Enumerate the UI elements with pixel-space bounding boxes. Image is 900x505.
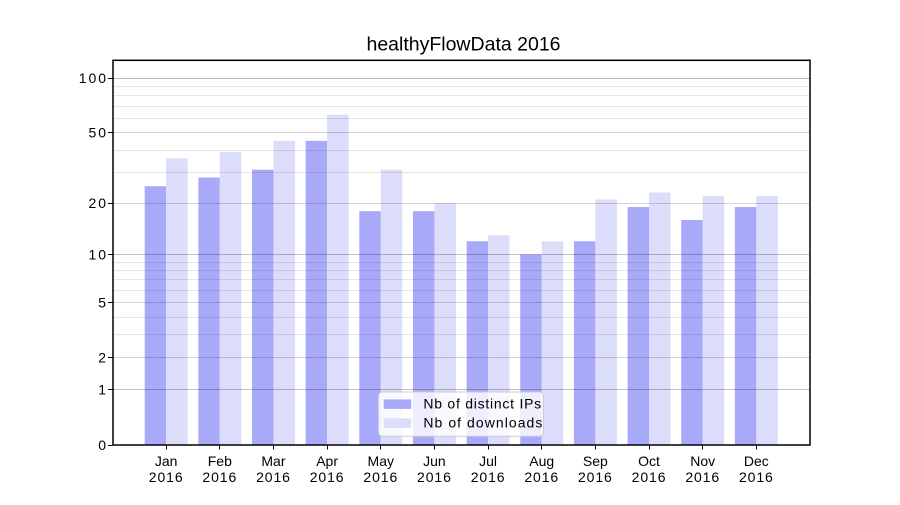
svg-text:healthyFlowData 2016: healthyFlowData 2016 — [366, 34, 560, 56]
svg-text:Nb of downloads: Nb of downloads — [423, 415, 543, 431]
svg-text:2: 2 — [98, 350, 108, 366]
svg-text:Mar: Mar — [261, 453, 285, 469]
svg-text:50: 50 — [89, 124, 109, 140]
svg-text:2016: 2016 — [471, 469, 506, 485]
svg-text:2016: 2016 — [310, 469, 345, 485]
svg-text:2016: 2016 — [739, 469, 774, 485]
svg-text:2016: 2016 — [578, 469, 613, 485]
svg-text:100: 100 — [79, 70, 108, 86]
svg-text:Jun: Jun — [423, 453, 446, 469]
svg-text:Oct: Oct — [638, 453, 660, 469]
svg-text:1: 1 — [98, 382, 108, 398]
svg-text:Nb of distinct IPs: Nb of distinct IPs — [423, 396, 542, 412]
svg-text:Sep: Sep — [583, 453, 608, 469]
svg-text:2016: 2016 — [363, 469, 398, 485]
svg-text:Jul: Jul — [479, 453, 497, 469]
svg-text:0: 0 — [98, 437, 108, 453]
svg-text:20: 20 — [89, 195, 109, 211]
svg-text:Aug: Aug — [529, 453, 554, 469]
svg-text:2016: 2016 — [685, 469, 720, 485]
svg-text:2016: 2016 — [202, 469, 237, 485]
svg-text:10: 10 — [89, 246, 109, 262]
svg-text:Jan: Jan — [155, 453, 178, 469]
svg-text:2016: 2016 — [417, 469, 452, 485]
svg-text:Apr: Apr — [316, 453, 338, 469]
svg-text:5: 5 — [98, 294, 108, 310]
svg-text:Nov: Nov — [690, 453, 715, 469]
svg-text:May: May — [368, 453, 394, 469]
svg-text:Dec: Dec — [744, 453, 769, 469]
svg-text:2016: 2016 — [524, 469, 559, 485]
svg-text:2016: 2016 — [149, 469, 184, 485]
svg-text:Feb: Feb — [208, 453, 232, 469]
svg-text:2016: 2016 — [256, 469, 291, 485]
svg-text:2016: 2016 — [632, 469, 667, 485]
